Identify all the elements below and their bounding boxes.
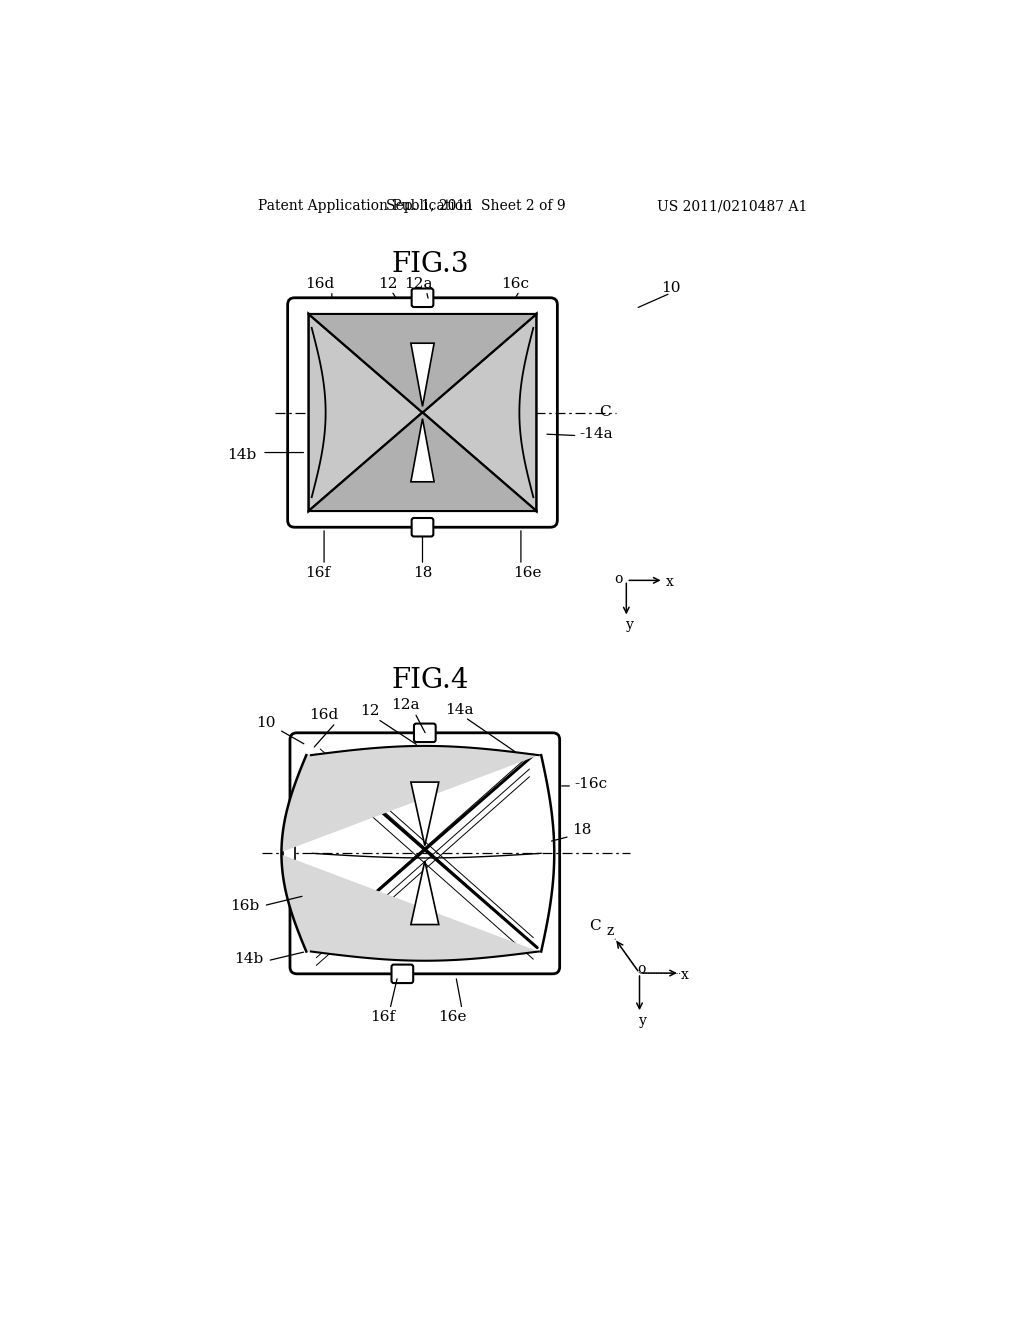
Text: 16d: 16d: [308, 708, 338, 722]
Text: FIG.4: FIG.4: [391, 667, 469, 694]
Polygon shape: [282, 746, 539, 853]
Text: US 2011/0210487 A1: US 2011/0210487 A1: [657, 199, 808, 213]
Polygon shape: [308, 314, 537, 412]
Text: 10: 10: [256, 715, 275, 730]
Text: 12: 12: [378, 277, 397, 290]
FancyBboxPatch shape: [391, 965, 414, 983]
Text: x: x: [681, 968, 688, 982]
Text: Sep. 1, 2011: Sep. 1, 2011: [386, 199, 474, 213]
Text: 14b: 14b: [234, 952, 263, 966]
Text: o: o: [638, 962, 646, 977]
Text: C: C: [590, 920, 601, 933]
Text: 12a: 12a: [404, 277, 433, 290]
Text: Patent Application Publication: Patent Application Publication: [258, 199, 472, 213]
Text: 18: 18: [413, 566, 432, 579]
Text: 12a: 12a: [391, 698, 420, 711]
FancyBboxPatch shape: [414, 723, 435, 742]
Text: -16c: -16c: [574, 777, 607, 792]
Text: FIG.3: FIG.3: [391, 251, 469, 279]
FancyBboxPatch shape: [288, 298, 557, 527]
Polygon shape: [308, 314, 423, 511]
Polygon shape: [308, 412, 537, 511]
Text: 16c: 16c: [502, 277, 529, 290]
Text: o: o: [614, 572, 623, 586]
FancyBboxPatch shape: [290, 733, 560, 974]
Text: 16b: 16b: [229, 899, 259, 912]
Polygon shape: [423, 314, 537, 511]
Bar: [283, 846, 295, 861]
Polygon shape: [411, 418, 434, 482]
Text: y: y: [639, 1014, 647, 1028]
Text: x: x: [666, 576, 674, 589]
Text: 16f: 16f: [370, 1010, 395, 1024]
Text: 18: 18: [572, 824, 592, 837]
Text: 16f: 16f: [305, 566, 331, 579]
Text: 14a: 14a: [445, 702, 474, 717]
FancyBboxPatch shape: [412, 517, 433, 536]
Text: 14b: 14b: [227, 447, 257, 462]
Polygon shape: [411, 781, 438, 846]
Text: C: C: [599, 405, 610, 420]
Polygon shape: [282, 854, 539, 961]
Text: z: z: [606, 924, 613, 939]
Text: Sheet 2 of 9: Sheet 2 of 9: [481, 199, 565, 213]
Text: -14a: -14a: [580, 428, 613, 441]
Text: 12: 12: [360, 705, 380, 718]
Text: 16e: 16e: [437, 1010, 466, 1024]
Text: 10: 10: [660, 281, 680, 294]
Text: y: y: [627, 618, 634, 632]
Text: 16d: 16d: [305, 277, 335, 290]
Polygon shape: [411, 861, 438, 924]
Text: 16e: 16e: [513, 566, 542, 579]
FancyBboxPatch shape: [412, 289, 433, 308]
Polygon shape: [411, 343, 434, 407]
